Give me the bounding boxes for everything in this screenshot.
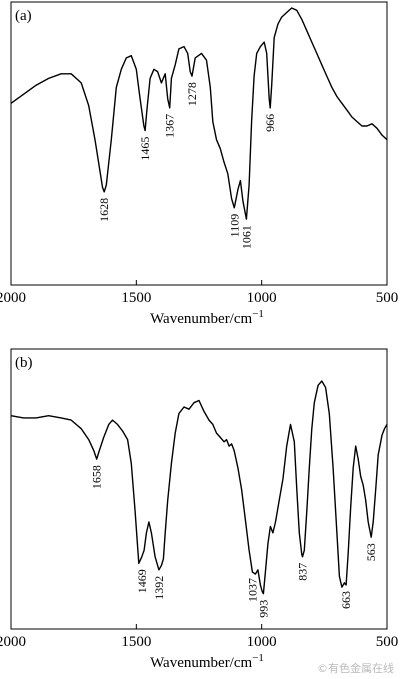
peak-label: 1109 bbox=[227, 214, 241, 238]
peak-label: 1367 bbox=[163, 114, 177, 138]
x-axis-label: Wavenumber/cm−1 bbox=[150, 308, 264, 327]
panel-label: (b) bbox=[15, 355, 33, 371]
x-tick-label: 1500 bbox=[121, 634, 151, 650]
peak-label: 1061 bbox=[239, 225, 253, 249]
x-tick-label: 2000 bbox=[0, 290, 26, 306]
panel-b: 2000 1500 1000 500 Wavenumber/cm−1 (b) 1658 146… bbox=[0, 348, 399, 671]
peak-label: 1037 bbox=[245, 578, 259, 602]
peak-label: 1628 bbox=[97, 198, 111, 222]
x-axis-label-unit-exponent: −1 bbox=[252, 308, 264, 320]
x-tick-label: 1000 bbox=[247, 290, 277, 306]
peak-label: 563 bbox=[364, 543, 378, 561]
x-tick-label: 1000 bbox=[247, 634, 277, 650]
peak-label: 837 bbox=[296, 563, 310, 581]
panel-a: 2000 1500 1000 500 Wavenumber/cm−1 (a) 1628 146… bbox=[0, 1, 399, 327]
plot-frame bbox=[10, 1, 388, 286]
x-tick-label: 500 bbox=[376, 634, 399, 650]
peak-label: 663 bbox=[339, 591, 353, 609]
spectrum-line bbox=[10, 7, 388, 220]
x-tick-label: 500 bbox=[376, 290, 399, 306]
peak-label: 1658 bbox=[90, 465, 104, 489]
peak-label: 1392 bbox=[152, 576, 166, 600]
peak-label: 1469 bbox=[135, 569, 149, 593]
peak-label: 1278 bbox=[185, 82, 199, 106]
spectrum-line bbox=[10, 380, 388, 595]
peak-label: 966 bbox=[263, 114, 277, 132]
peak-label: 993 bbox=[256, 600, 270, 618]
peak-label: 1465 bbox=[138, 137, 152, 161]
x-tick-label: 1500 bbox=[121, 290, 151, 306]
watermark: ©有色金属在线 bbox=[317, 662, 394, 675]
x-axis-label-unit-exponent: −1 bbox=[252, 652, 264, 664]
plot-frame bbox=[10, 348, 388, 630]
x-tick-label: 2000 bbox=[0, 634, 26, 650]
panel-label: (a) bbox=[15, 8, 32, 24]
x-axis-label: Wavenumber/cm−1 bbox=[150, 652, 264, 671]
